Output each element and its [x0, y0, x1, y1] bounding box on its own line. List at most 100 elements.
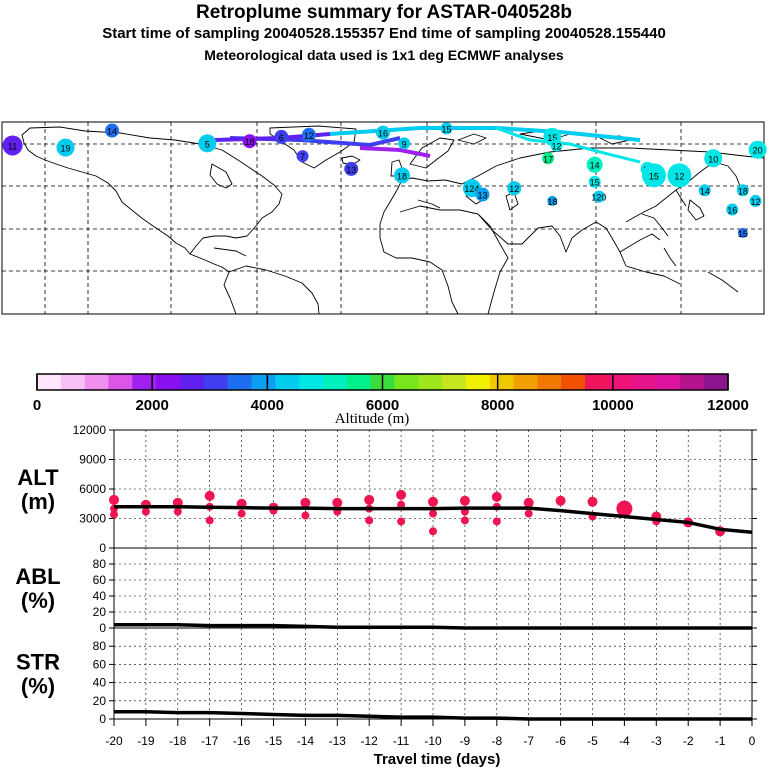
- altitude-point: [109, 494, 119, 505]
- panel-unit: (%): [21, 588, 55, 613]
- trajectory-label: 5: [205, 139, 210, 149]
- trajectory-marker: [542, 152, 555, 165]
- altitude-point: [397, 500, 406, 509]
- panel-label: ALT: [17, 465, 59, 490]
- trajectory-label: 18: [397, 171, 407, 181]
- y-tick-label: 0: [99, 621, 106, 635]
- trajectory-label: 15: [547, 133, 557, 143]
- trajectory-label: 12: [509, 184, 519, 194]
- x-tick-label: -19: [137, 734, 155, 748]
- altitude-point: [364, 494, 375, 505]
- y-tick-label: 20: [93, 605, 107, 619]
- trajectory-marker: [667, 163, 692, 188]
- trajectory-marker: [547, 195, 558, 206]
- x-tick-label: -16: [233, 734, 251, 748]
- colorbar-cell: [37, 374, 62, 390]
- x-tick-label: -17: [201, 734, 219, 748]
- colorbar-cell: [60, 374, 86, 390]
- y-tick-label: 80: [93, 557, 107, 571]
- trajectory-marker: [749, 194, 762, 207]
- trajectory-marker: [737, 227, 748, 238]
- colorbar-tick-label: 4000: [251, 397, 284, 414]
- sampling-times: Start time of sampling 20040528.155357 E…: [102, 25, 666, 42]
- colorbar-cell: [322, 374, 348, 390]
- altitude-point: [110, 510, 118, 519]
- altitude-point: [300, 497, 311, 508]
- y-tick-label: 6000: [79, 482, 106, 496]
- colorbar-cell: [132, 374, 157, 390]
- trajectory-marker: [398, 137, 411, 150]
- colorbar-label: Altitude (m): [335, 411, 410, 427]
- trajectory-marker: [198, 134, 217, 153]
- colorbar-cell: [299, 374, 324, 390]
- altitude-point: [460, 516, 469, 525]
- colorbar-cell: [275, 374, 300, 390]
- trajectory-marker: [726, 203, 739, 216]
- altitude-point: [555, 495, 566, 506]
- altitude-point: [587, 496, 598, 507]
- trajectory-label: 12: [674, 171, 684, 181]
- trajectory-marker: [394, 167, 411, 184]
- panel-label: ABL: [15, 564, 60, 589]
- y-tick-label: 20: [93, 694, 107, 708]
- altitude-point: [365, 516, 374, 525]
- y-tick-label: 40: [93, 589, 107, 603]
- altitude-point: [429, 527, 437, 536]
- altitude-point: [428, 496, 438, 507]
- trajectory-marker: [698, 184, 711, 197]
- series-line-alt: [114, 504, 753, 535]
- trajectory-label: 6: [279, 133, 284, 143]
- altitude-point: [332, 497, 343, 508]
- trajectory-label: 12: [552, 141, 562, 151]
- trajectory-label: 16: [727, 205, 737, 215]
- x-tick-label: -4: [619, 734, 630, 748]
- colorbar-cell: [704, 374, 729, 390]
- colorbar-tick-label: 12000: [707, 397, 749, 414]
- x-tick-label: -5: [587, 734, 598, 748]
- x-tick-label: -12: [361, 734, 379, 748]
- trajectory-label: 18: [738, 186, 748, 196]
- y-tick-label: 0: [99, 712, 106, 726]
- x-tick-label: -18: [169, 734, 187, 748]
- trajectory-marker: [592, 190, 605, 203]
- colorbar-cell: [513, 374, 538, 390]
- trajectory-marker: [56, 138, 75, 157]
- trajectory-label: 18: [547, 197, 557, 207]
- y-tick-label: 80: [93, 639, 107, 653]
- panel-unit: (m): [21, 489, 55, 514]
- colorbar-cell: [394, 374, 419, 390]
- trajectory-label: 13: [346, 165, 356, 175]
- series-line-abl: [114, 623, 752, 630]
- x-axis-label: Travel time (days): [374, 751, 501, 768]
- trajectory-marker: [440, 122, 453, 135]
- x-tick-label: -13: [329, 734, 347, 748]
- y-tick-label: 3000: [79, 512, 106, 526]
- colorbar-cell: [108, 374, 133, 390]
- altitude-colorbar: 0 2000 4000 6000 8000 10000 12000 Altitude (m): [33, 373, 749, 427]
- trajectory-label: 15: [738, 229, 748, 239]
- altitude-point: [237, 509, 246, 518]
- panel-label: STR: [16, 650, 60, 675]
- trajectory-marker: [274, 129, 289, 144]
- trajectory-label: 15: [441, 124, 451, 134]
- x-tick-label: -1: [715, 734, 726, 748]
- y-tick-label: 60: [93, 573, 107, 587]
- altitude-point: [173, 507, 182, 516]
- x-tick-label: -7: [523, 734, 534, 748]
- colorbar-cell: [585, 374, 610, 390]
- colorbar-cell: [156, 374, 181, 390]
- trajectory-marker: [2, 135, 23, 156]
- colorbar-cell: [227, 374, 252, 390]
- trajectory-label: 11: [8, 141, 17, 151]
- altitude-point: [141, 507, 150, 516]
- trajectory-marker: [550, 139, 563, 152]
- altitude-point: [459, 495, 470, 506]
- x-tick-label: -2: [683, 734, 694, 748]
- meteo-data-note: Meteorological data used is 1x1 deg ECMW…: [204, 47, 564, 63]
- series-line-str: [114, 709, 752, 721]
- x-tick-label: -8: [491, 734, 502, 748]
- trajectory-marker: [588, 175, 601, 188]
- colorbar-cell: [442, 374, 467, 390]
